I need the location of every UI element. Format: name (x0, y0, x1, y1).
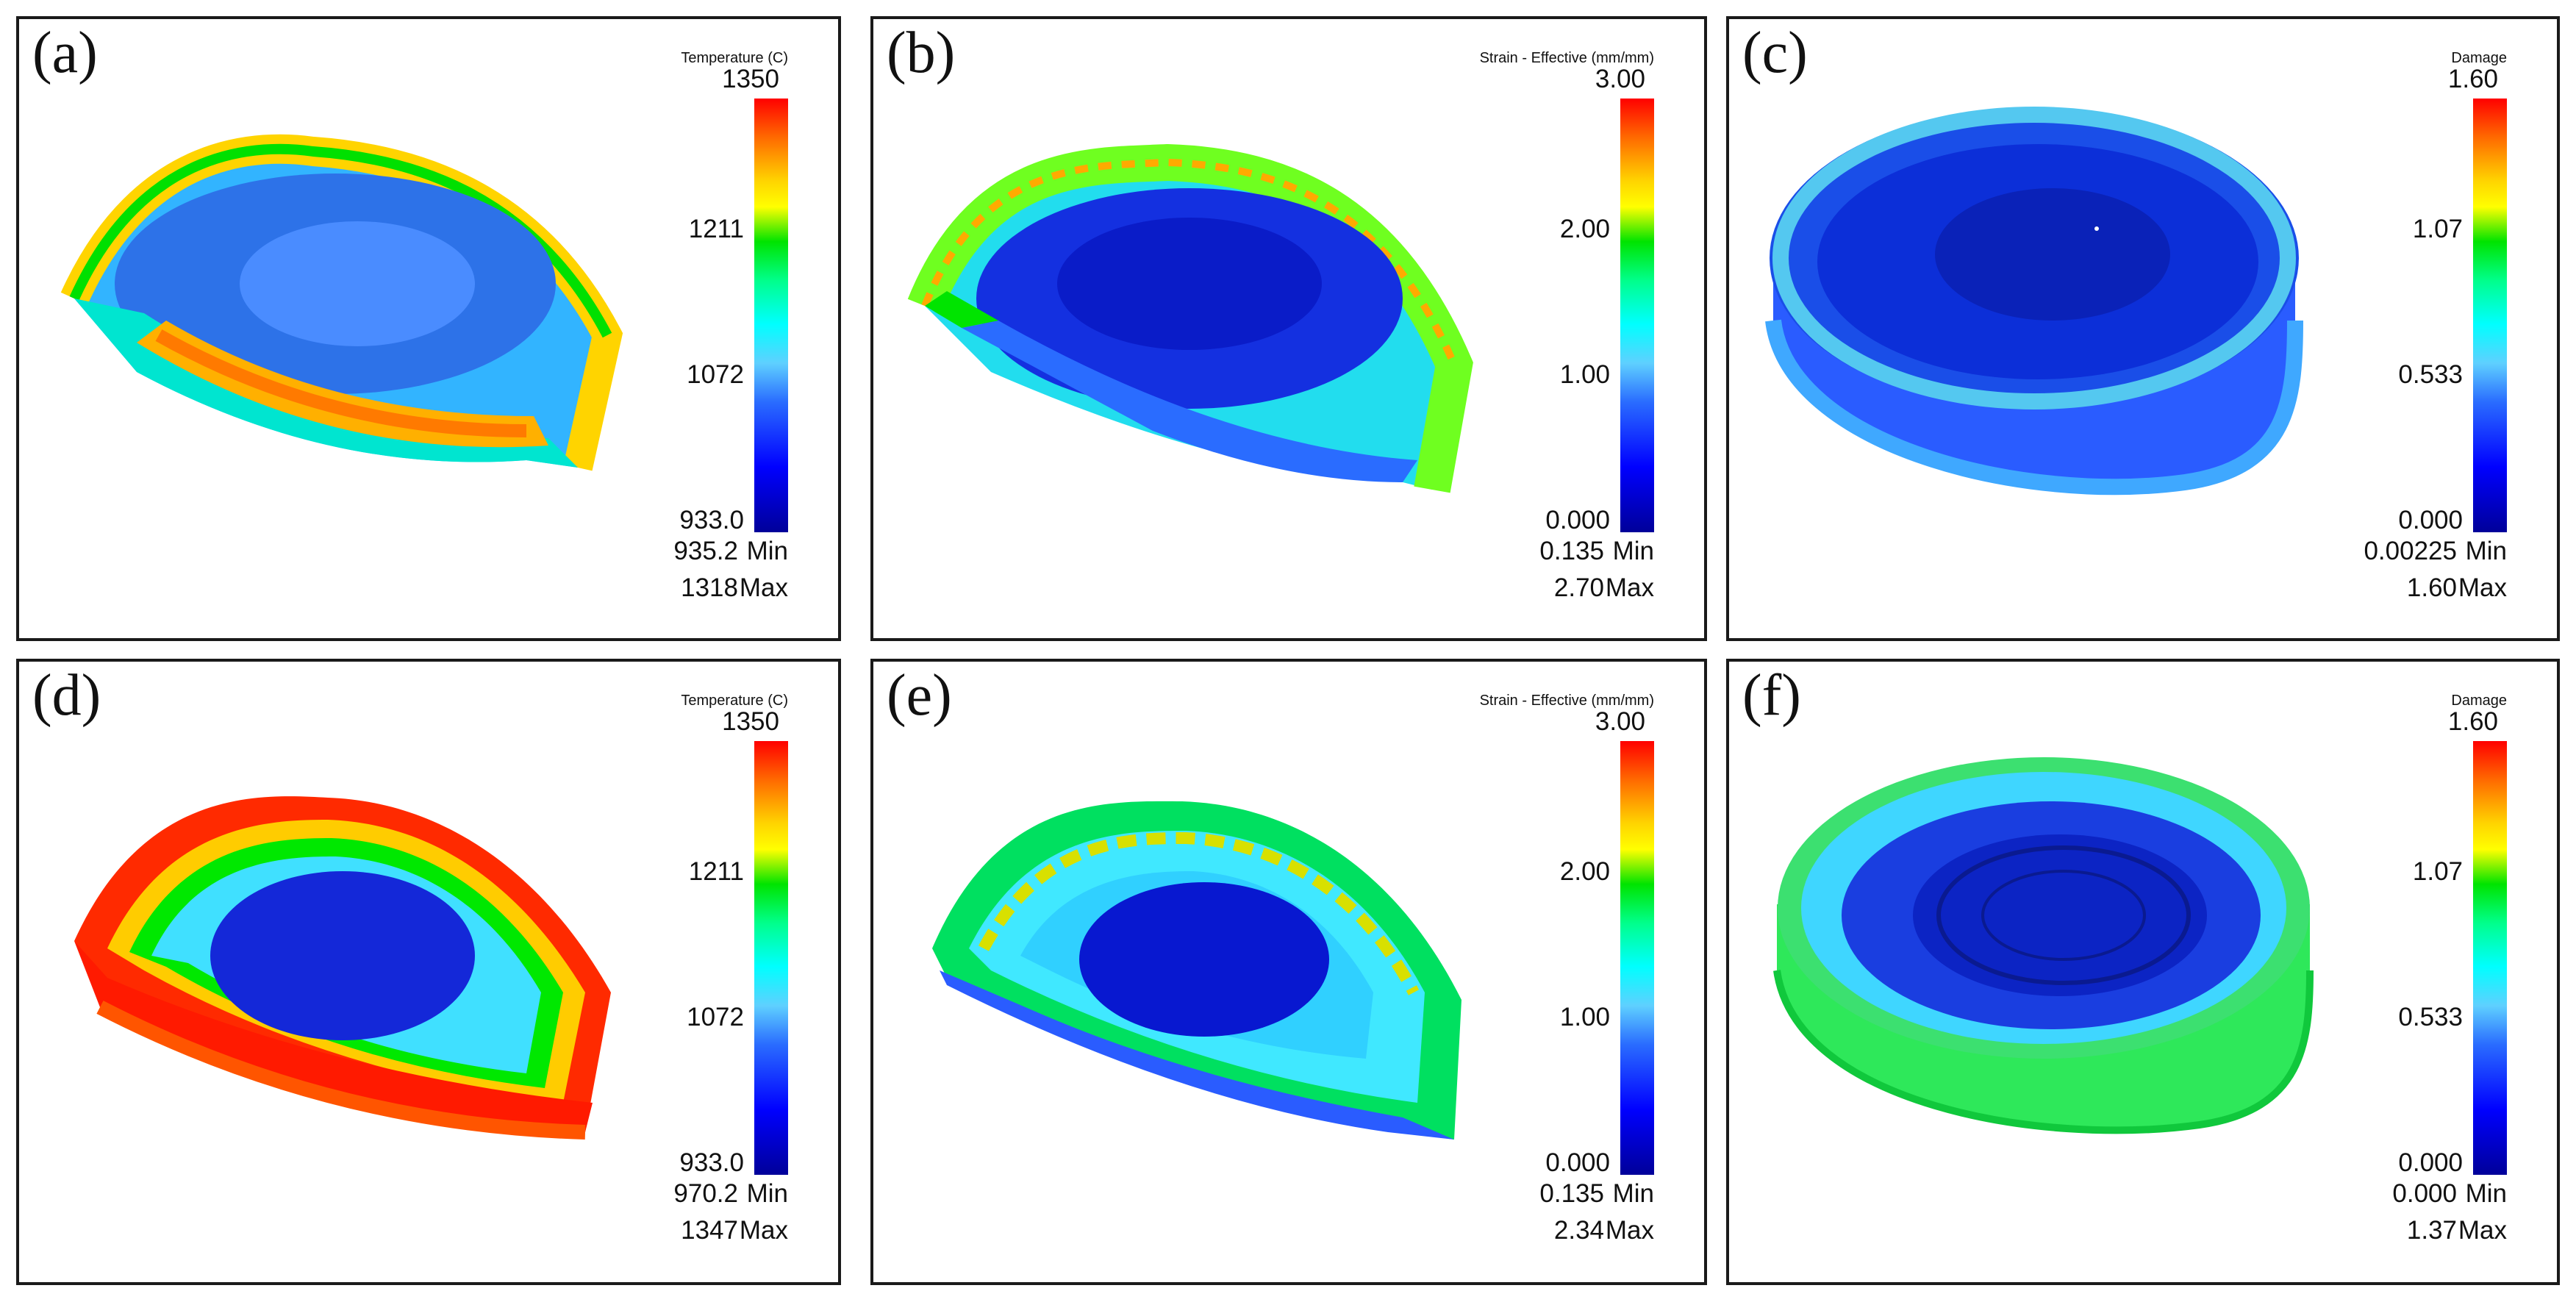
tick-lower: 1072 (687, 360, 744, 389)
tick-upper: 1211 (688, 215, 744, 243)
max-readout: 1.60Max (2407, 575, 2507, 601)
min-readout: 0.00225 Min (2364, 538, 2507, 564)
tick-max: 1350 (722, 707, 779, 736)
max-tag: Max (1605, 573, 1654, 602)
min-value: 0.000 (2392, 1179, 2457, 1208)
max-readout: 1318Max (681, 575, 788, 601)
colorbar (754, 741, 788, 1175)
min-tag: Min (2465, 537, 2507, 565)
panel-e: (e) Strain - Effective (mm/mm) 3.00 2.00… (870, 659, 1707, 1285)
panel-label: (a) (32, 21, 98, 85)
panel-c: (c) Damage 1.60 1.07 0.533 0.000 0.00225… (1726, 16, 2560, 641)
half-disk-temperature-render (60, 134, 623, 471)
tick-max: 3.00 (1595, 65, 1645, 93)
min-tag: Min (1612, 537, 1654, 565)
max-value: 1.60 (2406, 573, 2457, 602)
tick-max: 1350 (722, 65, 779, 93)
colorbar-title: Temperature (C) (681, 50, 788, 66)
panel-b: (b) Strain - Effective (mm/mm) 3.00 2.00… (870, 16, 1707, 641)
panel-label: (d) (32, 663, 101, 728)
max-value: 2.34 (1553, 1216, 1604, 1245)
tick-max: 3.00 (1595, 707, 1645, 736)
tick-lower: 1.00 (1559, 360, 1610, 389)
max-value: 1318 (681, 573, 738, 602)
tick-min: 0.000 (2398, 1148, 2463, 1177)
max-tag: Max (1605, 1216, 1654, 1245)
tick-max: 1.60 (2447, 707, 2498, 736)
max-value: 2.70 (1553, 573, 1604, 602)
tick-lower: 1.00 (1559, 1003, 1610, 1031)
min-tag: Min (746, 1179, 788, 1208)
tick-upper: 1.07 (2412, 215, 2463, 243)
half-disk-strain-render (932, 801, 1461, 1140)
min-tag: Min (746, 537, 788, 565)
max-tag: Max (2458, 573, 2507, 602)
tick-min: 933.0 (679, 1148, 744, 1177)
tick-min: 933.0 (679, 506, 744, 534)
panel-label: (c) (1742, 21, 1808, 85)
colorbar (1620, 99, 1654, 532)
panel-label: (e) (887, 663, 952, 728)
min-value: 935.2 (673, 537, 738, 565)
panel-a: (a) Temperature (C) 1350 1211 1072 933.0… (16, 16, 841, 641)
colorbar (754, 99, 788, 532)
colorbar-title: Strain - Effective (mm/mm) (1479, 693, 1654, 709)
panel-label: (b) (887, 21, 956, 85)
tick-min: 0.000 (1545, 1148, 1610, 1177)
min-readout: 935.2 Min (673, 538, 788, 564)
panel-d: (d) Temperature (C) 1350 1211 1072 933.0… (16, 659, 841, 1285)
colorbar-title: Temperature (C) (681, 693, 788, 709)
tick-upper: 1.07 (2412, 857, 2463, 886)
min-readout: 0.000 Min (2392, 1181, 2507, 1206)
tick-min: 0.000 (2398, 506, 2463, 534)
full-disk-damage-render (1765, 107, 2303, 496)
max-readout: 2.70Max (1554, 575, 1654, 601)
tick-lower: 0.533 (2398, 1003, 2463, 1031)
tick-max: 1.60 (2447, 65, 2498, 93)
max-value: 1.37 (2406, 1216, 2457, 1245)
half-disk-strain-render (907, 143, 1473, 493)
max-tag: Max (739, 1216, 788, 1245)
tick-lower: 0.533 (2398, 360, 2463, 389)
half-disk-temperature-render (74, 796, 611, 1140)
colorbar (1620, 741, 1654, 1175)
min-value: 970.2 (673, 1179, 738, 1208)
tick-upper: 1211 (688, 857, 744, 886)
min-tag: Min (2465, 1179, 2507, 1208)
min-readout: 0.135 Min (1539, 538, 1654, 564)
max-readout: 2.34Max (1554, 1217, 1654, 1243)
min-value: 0.135 (1539, 537, 1604, 565)
colorbar-title: Damage (2451, 693, 2507, 709)
tick-min: 0.000 (1545, 506, 1610, 534)
tick-lower: 1072 (687, 1003, 744, 1031)
panel-f: (f) Damage 1.60 1.07 0.533 0.000 0.000 Mi… (1726, 659, 2560, 1285)
colorbar (2473, 99, 2507, 532)
min-value: 0.135 (1539, 1179, 1604, 1208)
min-tag: Min (1612, 1179, 1654, 1208)
max-readout: 1347Max (681, 1217, 788, 1243)
max-tag: Max (2458, 1216, 2507, 1245)
tick-upper: 2.00 (1559, 215, 1610, 243)
tick-upper: 2.00 (1559, 857, 1610, 886)
max-tag: Max (739, 573, 788, 602)
colorbar-title: Strain - Effective (mm/mm) (1479, 50, 1654, 66)
panel-label: (f) (1742, 663, 1801, 728)
min-value: 0.00225 (2364, 537, 2457, 565)
full-disk-damage-render (1773, 757, 2314, 1134)
min-readout: 0.135 Min (1539, 1181, 1654, 1206)
min-readout: 970.2 Min (673, 1181, 788, 1206)
colorbar-title: Damage (2451, 50, 2507, 66)
max-value: 1347 (681, 1216, 738, 1245)
max-readout: 1.37Max (2407, 1217, 2507, 1243)
colorbar (2473, 741, 2507, 1175)
